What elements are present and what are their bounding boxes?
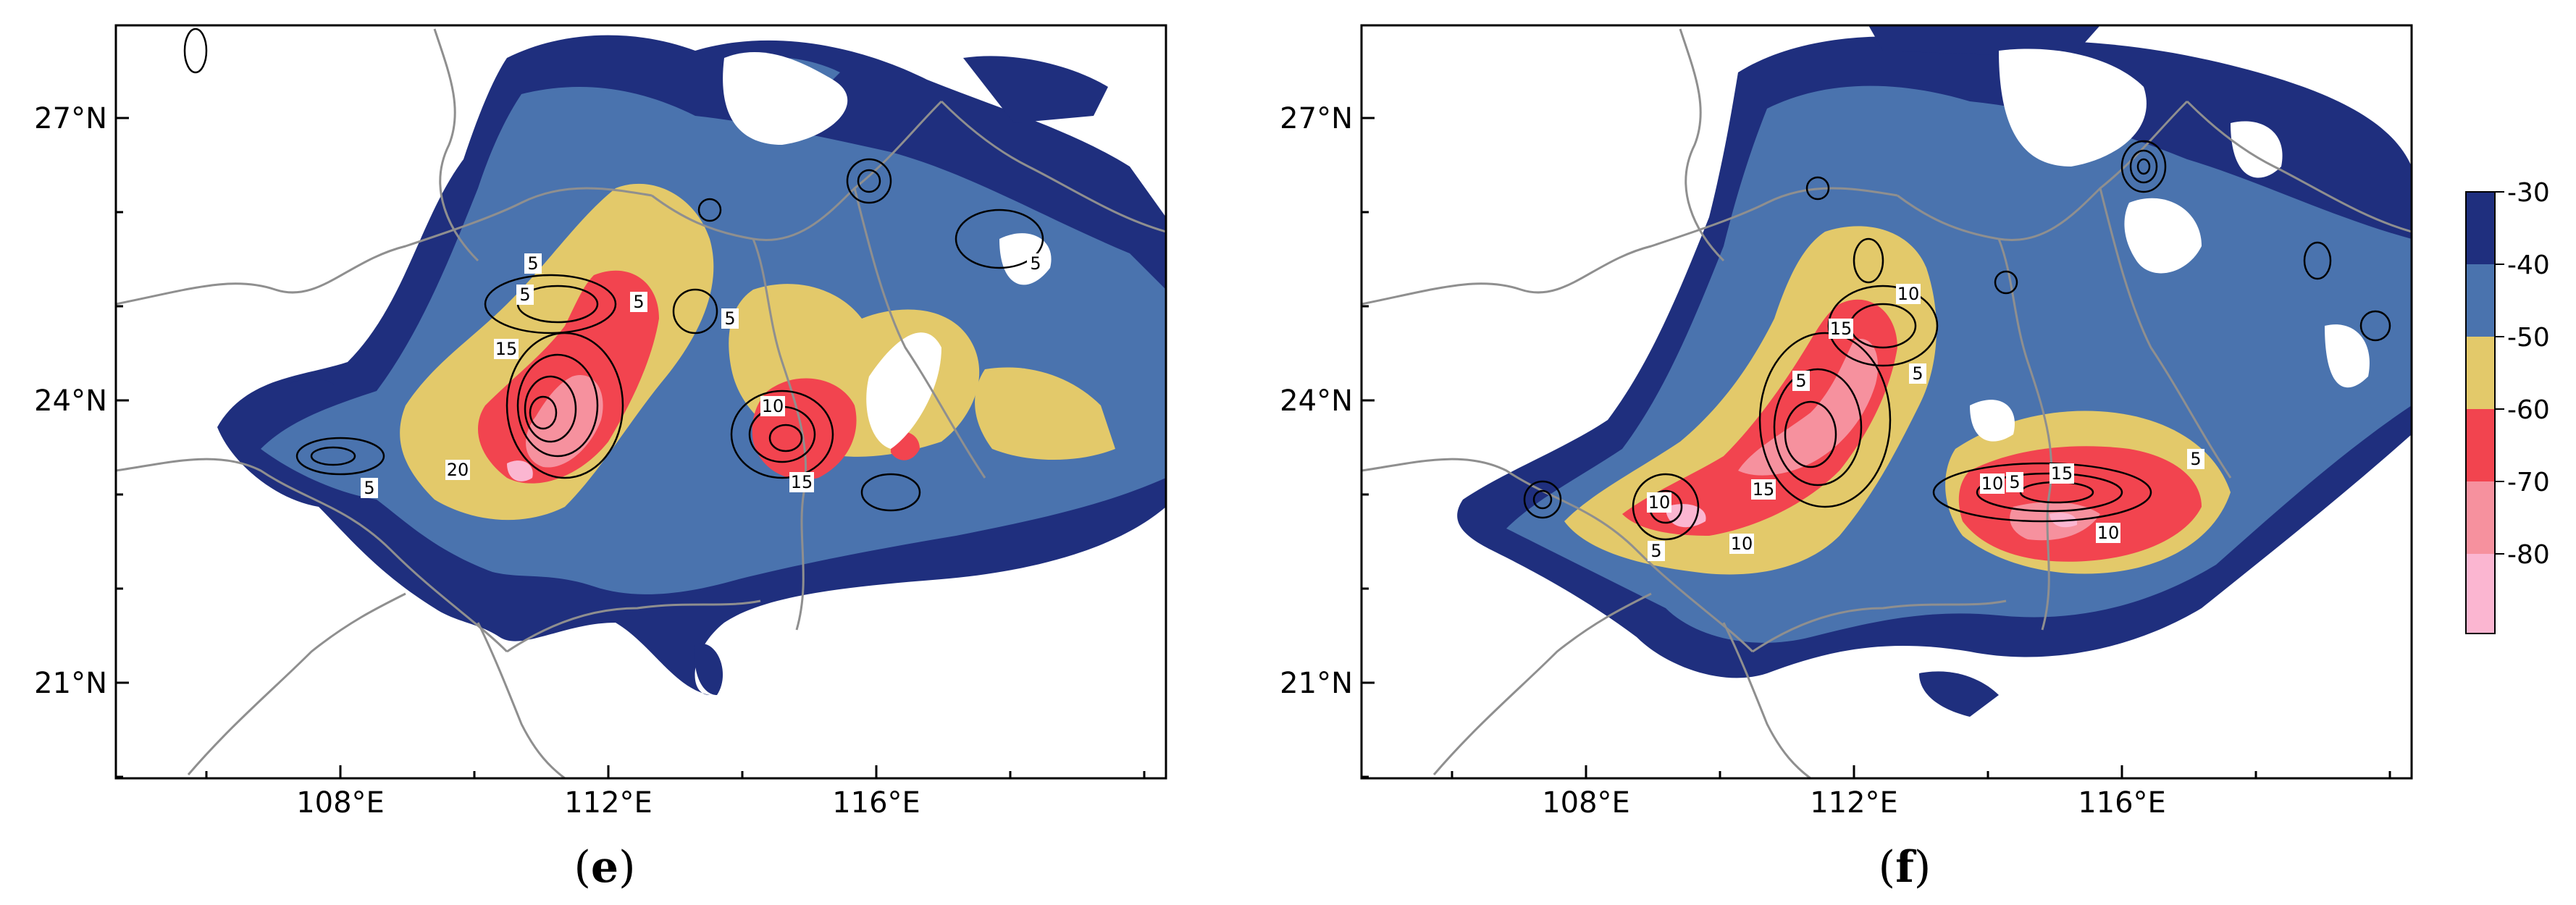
contour-label: 5: [2187, 449, 2204, 469]
contour-label: 5: [1648, 541, 1665, 561]
colorbar-swatches: [2466, 192, 2495, 634]
svg-text:10: 10: [762, 396, 784, 416]
panel-e-contours: [183, 28, 1044, 512]
panel-f-caption: (f): [1879, 842, 1931, 893]
contour-label: 5: [1909, 363, 1926, 384]
panel-e-map: [116, 25, 1166, 778]
panel-f-lat-label-27: 27°N: [1280, 102, 1353, 135]
contour-label: 5: [721, 308, 739, 329]
contour-label: 15: [2050, 463, 2074, 484]
panel-e-contour-labels: 5 5 5 15 5 10 15 20 5 5: [361, 253, 1044, 498]
contour-label: 5: [516, 285, 534, 305]
colorbar-label-80: -80: [2507, 540, 2550, 570]
svg-text:5: 5: [1030, 253, 1041, 274]
panel-e-lon-label-116: 116°E: [832, 786, 920, 820]
svg-text:15: 15: [1753, 479, 1775, 500]
svg-text:10: 10: [1731, 534, 1753, 554]
colorbar-frame: [2465, 191, 2496, 634]
svg-text:5: 5: [1650, 541, 1661, 561]
svg-text:10: 10: [2097, 523, 2120, 543]
panel-e-cloud-lightpink: [507, 460, 533, 481]
colorbar-ticks: [2495, 191, 2504, 555]
svg-text:5: 5: [633, 292, 644, 312]
panel-f: 27°N 24°N 21°N 108°E 112°E 116°E 10 15 5…: [1280, 24, 2413, 893]
contour-label: 15: [1829, 319, 1853, 339]
contour-label: 15: [1751, 479, 1776, 500]
contour-label: 15: [789, 472, 814, 492]
svg-text:10: 10: [1648, 492, 1671, 513]
svg-text:5: 5: [2009, 472, 2020, 492]
svg-text:15: 15: [495, 339, 518, 359]
contour-label: 10: [1647, 492, 1671, 513]
panel-f-lat-label-24: 24°N: [1280, 384, 1353, 418]
contour-label: 5: [1792, 371, 1810, 391]
panel-e-caption: (e): [574, 842, 635, 893]
svg-text:10: 10: [1981, 473, 2004, 494]
panel-e-lat-label-21: 21°N: [34, 667, 107, 700]
contour-label: 10: [760, 396, 785, 416]
contour-label: 10: [1729, 534, 1754, 554]
colorbar: -30 -40 -50 -60 -70 -80: [2465, 178, 2550, 634]
contour-label: 10: [1980, 473, 2005, 494]
panel-f-lon-label-112: 112°E: [1810, 786, 1898, 820]
contour-label: 5: [1027, 253, 1044, 274]
panel-e-ticks: [116, 117, 1146, 778]
panel-e: 27°N 24°N 21°N 108°E 112°E 116°E 5 5 5 1…: [34, 24, 1167, 893]
panel-e-frame: [114, 24, 1167, 780]
svg-text:5: 5: [527, 253, 538, 274]
svg-text:5: 5: [2190, 449, 2201, 469]
svg-text:5: 5: [1795, 371, 1806, 391]
colorbar-swatch: [2466, 337, 2495, 409]
colorbar-label-60: -60: [2507, 395, 2550, 425]
contour-label: 10: [2096, 523, 2120, 543]
colorbar-swatch: [2466, 481, 2495, 554]
panel-e-borders: [116, 28, 1166, 778]
colorbar-label-40: -40: [2507, 251, 2550, 280]
panel-e-lon-label-108: 108°E: [296, 786, 385, 820]
panel-f-lon-label-108: 108°E: [1542, 786, 1630, 820]
svg-text:5: 5: [364, 478, 374, 498]
contour-label: 5: [2006, 472, 2023, 492]
svg-text:10: 10: [1897, 284, 1920, 304]
panel-f-clear-areas: [1362, 25, 2370, 442]
colorbar-label-70: -70: [2507, 468, 2550, 497]
contour-label: 15: [494, 339, 519, 359]
panel-e-lon-label-112: 112°E: [564, 786, 653, 820]
svg-text:15: 15: [791, 472, 813, 492]
panel-e-lat-label-27: 27°N: [34, 102, 107, 135]
panel-f-map: [1362, 25, 2412, 778]
colorbar-swatch: [2466, 192, 2495, 264]
contour-label: 10: [1896, 284, 1921, 304]
svg-text:5: 5: [1912, 363, 1923, 384]
colorbar-swatch: [2466, 409, 2495, 481]
colorbar-swatch: [2466, 554, 2495, 634]
panel-f-contour-labels: 10 15 5 5 10 15 10 5 5 10 15 5 10: [1647, 284, 2204, 561]
panel-f-frame: [1360, 24, 2413, 780]
panel-f-lon-label-116: 116°E: [2078, 786, 2166, 820]
colorbar-swatch: [2466, 264, 2495, 337]
contour-label: 5: [524, 253, 542, 274]
panel-e-lat-label-24: 24°N: [34, 384, 107, 418]
panel-f-borders: [1362, 28, 2412, 778]
colorbar-label-30: -30: [2507, 178, 2550, 208]
contour-label: 5: [630, 292, 647, 312]
svg-text:15: 15: [2051, 463, 2073, 484]
contour-label: 20: [445, 460, 470, 480]
svg-text:15: 15: [1830, 319, 1853, 339]
panel-f-lat-label-21: 21°N: [1280, 667, 1353, 700]
svg-text:20: 20: [447, 460, 469, 480]
svg-text:5: 5: [519, 285, 530, 305]
contour-label: 5: [361, 478, 378, 498]
svg-text:5: 5: [724, 308, 735, 329]
panel-f-ticks: [1362, 117, 2391, 778]
colorbar-label-50: -50: [2507, 323, 2550, 353]
